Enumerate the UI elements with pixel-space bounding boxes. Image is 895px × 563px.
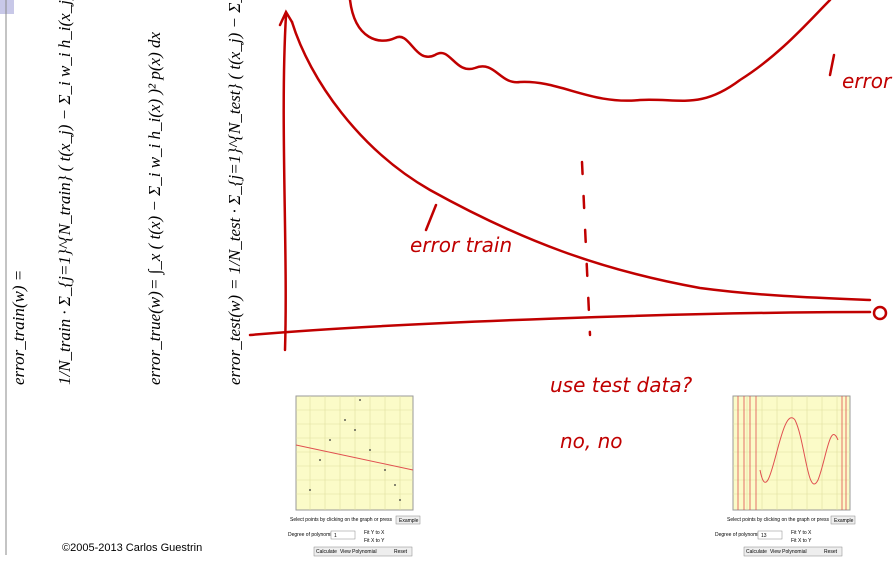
annotation: error train <box>410 233 512 257</box>
radio-label[interactable]: Fit Y to X <box>364 530 385 536</box>
button-label: Example <box>834 518 854 524</box>
degree-label: Degree of polynomial: <box>288 532 337 538</box>
button-label: Example <box>399 518 419 524</box>
radio-label[interactable]: Fit X to Y <box>791 538 812 544</box>
calculate-button[interactable]: Calculate <box>316 549 337 555</box>
degree-value: 1 <box>334 533 337 539</box>
corner-block <box>0 0 14 14</box>
equation-lhs: error_true(w) <box>145 291 164 385</box>
annotation: no, no <box>560 429 623 453</box>
slide: error_train(w) = 1/N_train · Σ_{j=1}^{N_… <box>0 0 895 563</box>
equation-rhs: = 1/N_test · Σ_{j=1}^{N_test} ( t(x_j) −… <box>225 0 244 290</box>
applet-graph <box>296 396 413 510</box>
view-button[interactable]: View Polynomial <box>340 549 377 555</box>
applet-graph <box>733 396 850 510</box>
radio-label[interactable]: Fit Y to X <box>791 530 812 536</box>
instructions: Select points by clicking on the graph o… <box>290 517 392 523</box>
equation-rhs: 1/N_train · Σ_{j=1}^{N_train} ( t(x_j) −… <box>55 0 74 385</box>
annotation: error test <box>842 69 895 93</box>
equation-rhs: = ∫_x ( t(x) − Σ_i w_i h_i(x) )² p(x) dx <box>145 31 165 290</box>
radio-label[interactable]: Fit X to Y <box>364 538 385 544</box>
equation-lhs: error_train(w) = <box>9 270 28 385</box>
degree-value: 13 <box>761 533 767 539</box>
reset-button[interactable]: Reset <box>824 549 838 555</box>
equation-lhs: error_test(w) <box>225 295 244 385</box>
footer: ©2005-2013 Carlos Guestrin <box>62 542 202 554</box>
reset-button[interactable]: Reset <box>394 549 408 555</box>
degree-label: Degree of polynomial: <box>715 532 764 538</box>
view-button[interactable]: View Polynomial <box>770 549 807 555</box>
instructions: Select points by clicking on the graph o… <box>727 517 829 523</box>
annotation: use test data? <box>550 373 693 397</box>
calculate-button[interactable]: Calculate <box>746 549 767 555</box>
